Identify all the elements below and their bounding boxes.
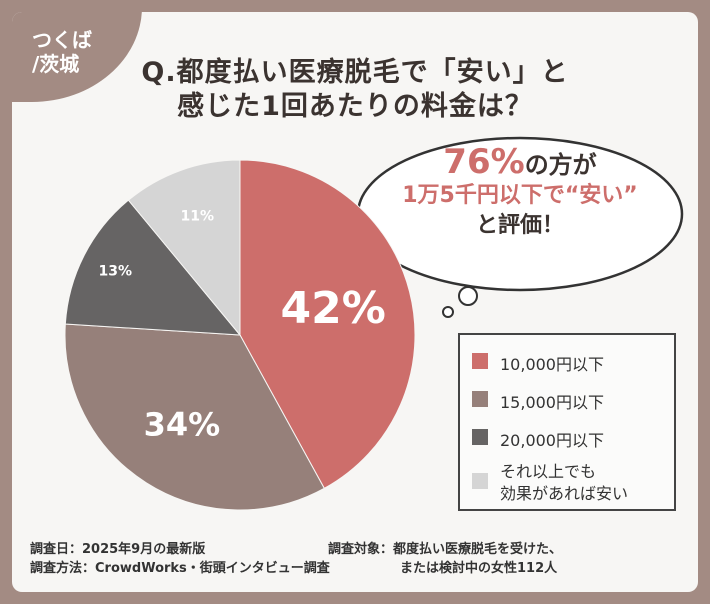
legend-swatch-4 bbox=[472, 473, 488, 489]
pie-slice-2 bbox=[64, 323, 325, 511]
pie-label-2: 34% bbox=[144, 406, 221, 444]
pie-label-4: 11% bbox=[181, 208, 215, 224]
title-line2: 感じた1回あたりの料金は？ bbox=[177, 91, 533, 122]
region-badge-text: つくば /茨城 bbox=[32, 28, 92, 76]
survey-date: 調査日：2025年9月の最新版 bbox=[30, 542, 206, 557]
legend-swatch-3 bbox=[472, 429, 488, 445]
survey-method: 調査方法：CrowdWorks・街頭インタビュー調査 bbox=[30, 561, 330, 576]
legend-label-4: それ以上でも効果があれば安い bbox=[500, 461, 628, 505]
callout-percent: 76% bbox=[443, 142, 525, 182]
survey-info-right: 調査対象：都度払い医療脱毛を受けた、 または検討中の女性112人 bbox=[328, 540, 562, 578]
callout-after-percent: の方が bbox=[524, 151, 597, 179]
legend-swatch-2 bbox=[472, 391, 488, 407]
pie-label-1: 42% bbox=[281, 283, 386, 334]
pie-slice-1 bbox=[239, 159, 416, 490]
legend-label-2: 15,000円以下 bbox=[500, 393, 604, 412]
legend-item-4: それ以上でも効果があれば安い bbox=[472, 461, 628, 505]
title-line1: Q.都度払い医療脱毛で「安い」と bbox=[141, 57, 569, 88]
pie-slice-3 bbox=[64, 199, 242, 336]
region-line2: /茨城 bbox=[32, 52, 80, 76]
legend-item-3: 20,000円以下 bbox=[472, 427, 604, 451]
survey-target-line2: または検討中の女性112人 bbox=[400, 561, 558, 576]
region-line1: つくば bbox=[32, 28, 92, 52]
survey-info-left: 調査日：2025年9月の最新版 調査方法：CrowdWorks・街頭インタビュー… bbox=[30, 540, 330, 578]
legend-item-1: 10,000円以下 bbox=[472, 351, 604, 375]
pie-label-3: 13% bbox=[99, 263, 133, 279]
legend-item-2: 15,000円以下 bbox=[472, 389, 604, 413]
callout-text: 76%の方が 1万5千円以下で“安い” と評価！ bbox=[370, 145, 670, 241]
chart-legend: 10,000円以下 15,000円以下 20,000円以下 それ以上でも効果があ… bbox=[458, 333, 676, 511]
legend-label-4a: それ以上でも bbox=[500, 462, 597, 481]
callout-line1: 76%の方が bbox=[370, 145, 670, 181]
callout-line3: と評価！ bbox=[475, 213, 564, 238]
legend-label-4b: 効果があれば安い bbox=[500, 484, 629, 503]
question-title: Q.都度払い医療脱毛で「安い」と 感じた1回あたりの料金は？ bbox=[0, 56, 710, 124]
legend-label-1: 10,000円以下 bbox=[500, 355, 604, 374]
pie-slice-4 bbox=[127, 159, 241, 337]
legend-swatch-1 bbox=[472, 353, 488, 369]
survey-target-line1: 調査対象：都度払い医療脱毛を受けた、 bbox=[328, 542, 563, 557]
speech-bubble bbox=[356, 136, 684, 318]
legend-label-3: 20,000円以下 bbox=[500, 431, 604, 450]
callout-line2: 1万5千円以下で“安い” bbox=[402, 183, 638, 208]
